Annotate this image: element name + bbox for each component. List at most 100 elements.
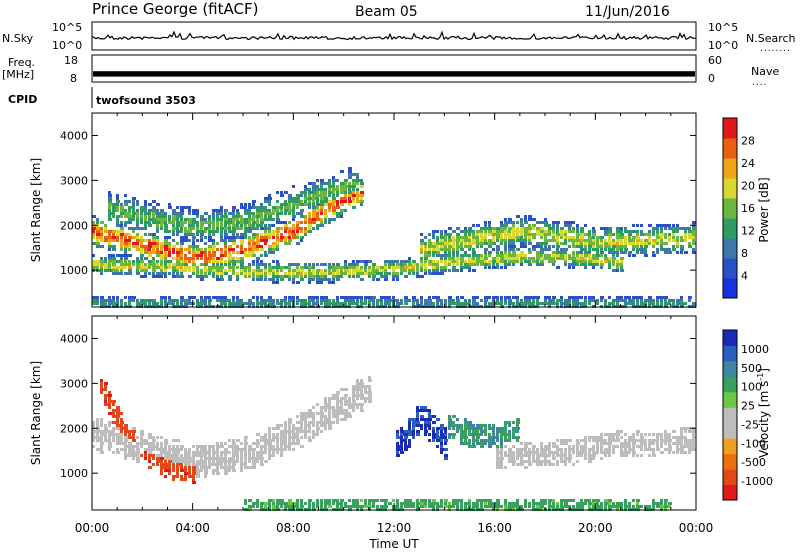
heatmap-cell xyxy=(468,502,471,505)
heatmap-cell xyxy=(468,242,472,245)
heatmap-cell xyxy=(180,299,184,302)
heatmap-cell xyxy=(176,472,179,475)
heatmap-cell xyxy=(424,430,428,433)
heatmap-cell xyxy=(140,206,144,209)
heatmap-cell xyxy=(520,224,524,227)
heatmap-cell xyxy=(176,445,179,448)
heatmap-cell xyxy=(232,209,235,212)
heatmap-cell xyxy=(324,221,327,224)
heatmap-cell xyxy=(364,391,368,394)
heatmap-cell xyxy=(244,236,247,239)
heatmap-cell xyxy=(148,466,152,469)
heatmap-cell xyxy=(608,245,611,248)
heatmap-cell xyxy=(572,257,576,260)
heatmap-cell xyxy=(460,248,464,251)
heatmap-cell xyxy=(496,233,500,236)
heatmap-cell xyxy=(336,185,339,188)
heatmap-cell xyxy=(604,505,607,508)
heatmap-cell xyxy=(532,505,535,508)
heatmap-cell xyxy=(308,212,311,215)
heatmap-cell xyxy=(624,448,627,451)
heatmap-cell xyxy=(272,275,276,278)
heatmap-cell xyxy=(216,469,219,472)
heatmap-cell xyxy=(332,299,335,302)
heatmap-cell xyxy=(468,505,471,508)
heatmap-cell xyxy=(344,260,347,263)
heatmap-cell xyxy=(472,269,476,272)
heatmap-cell xyxy=(516,299,519,302)
heatmap-cell xyxy=(348,403,352,406)
heatmap-cell xyxy=(348,203,351,206)
heatmap-cell xyxy=(592,296,595,299)
heatmap-cell xyxy=(472,242,476,245)
heatmap-cell xyxy=(180,272,183,275)
heatmap-cell xyxy=(356,191,359,194)
heatmap-cell xyxy=(164,466,168,469)
heatmap-cell xyxy=(488,266,491,269)
heatmap-cell xyxy=(580,445,584,448)
heatmap-cell xyxy=(164,475,167,478)
heatmap-cell xyxy=(288,418,292,421)
heatmap-cell xyxy=(220,296,224,299)
heatmap-cell xyxy=(116,272,120,275)
heatmap-cell xyxy=(548,230,551,233)
heatmap-cell xyxy=(172,475,176,478)
heatmap-cell xyxy=(200,272,203,275)
heatmap-cell xyxy=(216,221,219,224)
heatmap-cell xyxy=(492,239,495,242)
heatmap-cell xyxy=(216,275,219,278)
heatmap-cell xyxy=(420,263,424,266)
heatmap-cell xyxy=(596,439,600,442)
heatmap-cell xyxy=(532,236,536,239)
heatmap-cell xyxy=(156,457,160,460)
heatmap-cell xyxy=(264,254,268,257)
heatmap-cell xyxy=(208,245,212,248)
heatmap-cell xyxy=(136,436,139,439)
heatmap-cell xyxy=(224,218,228,221)
heatmap-cell xyxy=(388,260,392,263)
heatmap-cell xyxy=(224,272,228,275)
heatmap-cell xyxy=(188,257,192,260)
heatmap-cell xyxy=(628,236,631,239)
heatmap-cell xyxy=(432,499,436,502)
heatmap-cell xyxy=(124,302,127,305)
heatmap-cell xyxy=(612,242,616,245)
heatmap-cell xyxy=(248,242,251,245)
heatmap-cell xyxy=(604,451,608,454)
heatmap-cell xyxy=(340,269,343,272)
heatmap-cell xyxy=(328,200,332,203)
heatmap-cell xyxy=(144,233,147,236)
heatmap-cell xyxy=(436,430,439,433)
heatmap-cell xyxy=(356,397,359,400)
heatmap-cell xyxy=(176,254,180,257)
heatmap-cell xyxy=(616,248,620,251)
heatmap-cell xyxy=(376,272,380,275)
heatmap-cell xyxy=(100,263,104,266)
heatmap-cell xyxy=(616,227,620,230)
heatmap-cell xyxy=(108,209,111,212)
heatmap-cell xyxy=(652,242,656,245)
heatmap-cell xyxy=(576,448,579,451)
heatmap-cell xyxy=(684,442,688,445)
heatmap-cell xyxy=(456,424,460,427)
heatmap-cell xyxy=(432,296,436,299)
heatmap-cell xyxy=(244,466,248,469)
heatmap-cell xyxy=(568,221,572,224)
heatmap-cell xyxy=(176,260,180,263)
heatmap-cell xyxy=(432,427,435,430)
heatmap-cell xyxy=(264,197,268,200)
heatmap-cell xyxy=(524,502,527,505)
heatmap-cell xyxy=(156,454,160,457)
heatmap-cell xyxy=(540,442,543,445)
heatmap-cell xyxy=(344,209,347,212)
heatmap-cell xyxy=(288,233,292,236)
heatmap-cell xyxy=(604,227,608,230)
heatmap-cell xyxy=(516,436,520,439)
heatmap-cell xyxy=(400,439,404,442)
heatmap-cell xyxy=(192,272,195,275)
heatmap-cell xyxy=(188,269,191,272)
heatmap-cell xyxy=(168,302,172,305)
heatmap-cell xyxy=(280,430,284,433)
heatmap-cell xyxy=(608,266,611,269)
heatmap-cell xyxy=(172,248,175,251)
